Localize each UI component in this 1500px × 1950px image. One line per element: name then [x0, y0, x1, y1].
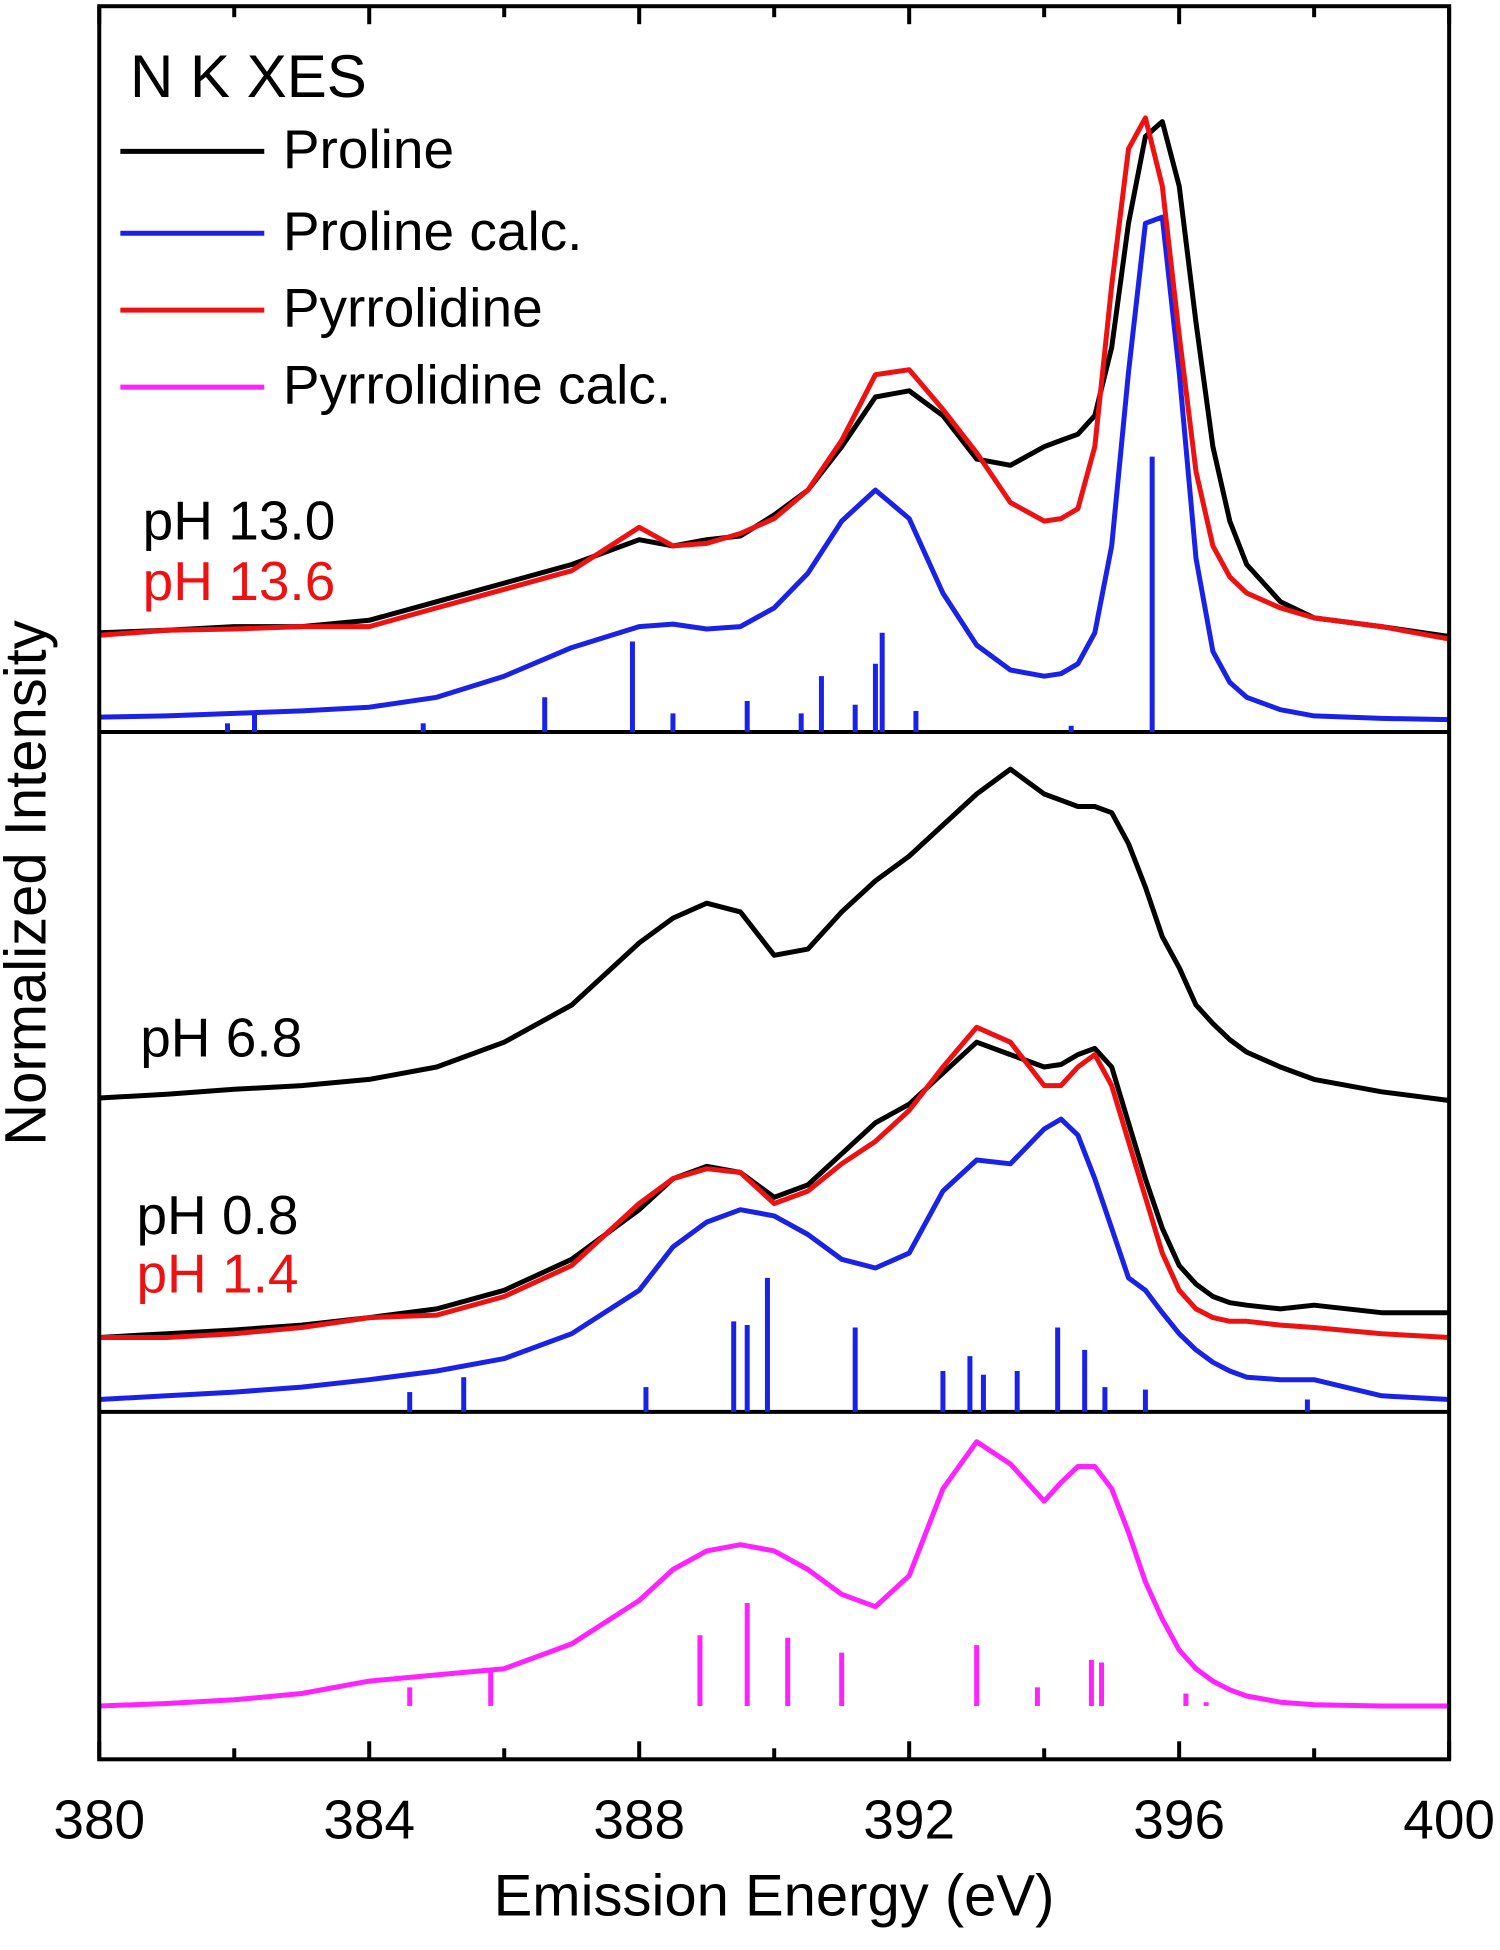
- spectrum-line: [99, 1024, 1450, 1340]
- annotation: pH 13.6: [143, 550, 336, 612]
- legend-label: Proline calc.: [283, 200, 583, 262]
- x-tick-label: 392: [863, 1789, 955, 1851]
- chart-title: N K XES: [130, 43, 367, 110]
- legend-label: Pyrrolidine: [283, 277, 543, 339]
- plot-frame: [97, 4, 1452, 1762]
- spectrum-line: [99, 766, 1450, 1103]
- annotation: pH 0.8: [136, 1184, 298, 1246]
- spectrum-line: [99, 115, 1450, 642]
- x-tick-label: 396: [1133, 1789, 1225, 1851]
- x-axis-label: Emission Energy (eV): [494, 1863, 1055, 1928]
- x-tick-label: 388: [593, 1789, 685, 1851]
- annotation: pH 1.4: [136, 1242, 298, 1304]
- legend-label: Pyrrolidine calc.: [283, 354, 671, 416]
- spectrum-line: [99, 1116, 1450, 1402]
- spectrum-line: [99, 119, 1450, 639]
- legend-label: Proline: [283, 118, 454, 180]
- spectrum-line: [99, 214, 1450, 723]
- spectrum-line: [99, 1439, 1450, 1709]
- x-tick-label: 384: [323, 1789, 415, 1851]
- x-tick-label: 400: [1403, 1789, 1495, 1851]
- annotation: pH 13.0: [143, 489, 336, 551]
- spectrum-line: [99, 1039, 1450, 1340]
- x-tick-label: 380: [53, 1789, 145, 1851]
- y-axis-label: Normalized Intensity: [0, 620, 58, 1145]
- annotation: pH 6.8: [140, 1007, 302, 1069]
